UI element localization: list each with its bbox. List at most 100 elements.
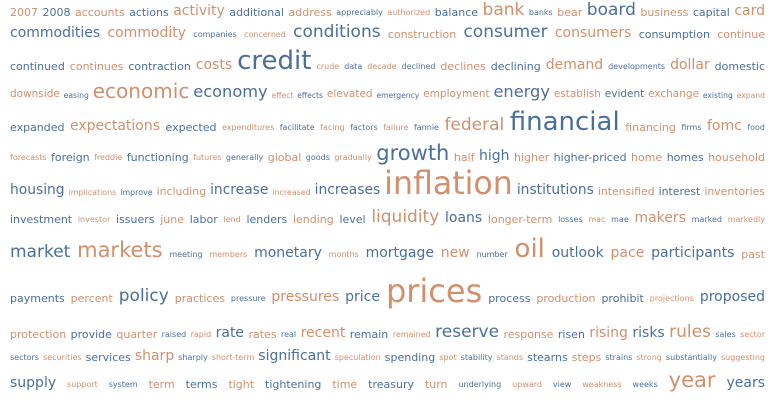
word-prohibit[interactable]: prohibit [601, 291, 644, 305]
word-improve[interactable]: improve [120, 188, 153, 198]
word-monetary[interactable]: monetary [254, 245, 322, 262]
word-stearns[interactable]: stearns [527, 350, 568, 364]
word-appreciably[interactable]: appreciably [336, 8, 383, 18]
word-easing[interactable]: easing [63, 90, 89, 100]
word-response[interactable]: response [503, 327, 554, 341]
word-decade[interactable]: decade [367, 62, 397, 72]
word-increase[interactable]: increase [210, 182, 269, 199]
word-raised[interactable]: raised [161, 330, 187, 340]
word-exchange[interactable]: exchange [648, 88, 700, 101]
word-economic[interactable]: economic [92, 78, 190, 103]
word-practices[interactable]: practices [174, 291, 225, 305]
word-mortgage[interactable]: mortgage [365, 245, 435, 262]
word-sharp[interactable]: sharp [134, 348, 175, 365]
word-steps[interactable]: steps [571, 350, 602, 364]
word-effect[interactable]: effect [271, 90, 294, 100]
word-increases[interactable]: increases [314, 182, 381, 199]
word-payments[interactable]: payments [10, 291, 65, 305]
word-consumers[interactable]: consumers [554, 25, 632, 42]
word-employment[interactable]: employment [423, 88, 490, 101]
word-actions[interactable]: actions [129, 5, 169, 19]
word-half[interactable]: half [453, 150, 475, 164]
word-establish[interactable]: establish [553, 88, 601, 101]
word-balance[interactable]: balance [434, 5, 479, 19]
word-expand[interactable]: expand [736, 90, 765, 100]
word-high[interactable]: high [478, 148, 510, 165]
word-participants[interactable]: participants [651, 245, 735, 262]
word-rates[interactable]: rates [248, 327, 277, 341]
word-mae[interactable]: mae [611, 215, 629, 225]
word-years[interactable]: years [726, 375, 765, 392]
word-including[interactable]: including [156, 184, 207, 198]
word-factors[interactable]: factors [350, 123, 378, 133]
word-year[interactable]: year [668, 368, 716, 393]
word-reserve[interactable]: reserve [435, 321, 500, 342]
word-level[interactable]: level [339, 212, 366, 226]
word-implications[interactable]: implications [68, 188, 117, 198]
word-continues[interactable]: continues [69, 59, 124, 73]
word-contraction[interactable]: contraction [128, 59, 191, 73]
word-support[interactable]: support [67, 380, 98, 390]
word-speculation[interactable]: speculation [334, 353, 381, 363]
word-failure[interactable]: failure [383, 123, 409, 133]
word-effects[interactable]: effects [297, 90, 324, 100]
word-substantially[interactable]: substantially [665, 353, 717, 363]
word-short-term[interactable]: short-term [211, 353, 255, 363]
word-inflation[interactable]: inflation [384, 166, 513, 203]
word-freddie[interactable]: freddie [94, 153, 123, 163]
word-address[interactable]: address [288, 5, 332, 19]
word-quarter[interactable]: quarter [116, 327, 158, 341]
word-evident[interactable]: evident [604, 88, 645, 101]
word-risen[interactable]: risen [557, 327, 585, 341]
word-real[interactable]: real [280, 330, 297, 340]
word-term[interactable]: term [148, 377, 175, 391]
word-investment[interactable]: investment [10, 212, 73, 226]
word-construction[interactable]: construction [387, 27, 457, 41]
word-concerned[interactable]: concerned [243, 30, 286, 40]
word-consumption[interactable]: consumption [638, 27, 710, 41]
word-treasury[interactable]: treasury [368, 377, 414, 391]
word-system[interactable]: system [108, 380, 138, 390]
word-economy[interactable]: economy [193, 82, 268, 102]
word-past[interactable]: past [741, 247, 765, 261]
word-fannie[interactable]: fannie [413, 123, 439, 133]
word-inventories[interactable]: inventories [704, 184, 765, 198]
word-functioning[interactable]: functioning [126, 150, 189, 164]
word-rate[interactable]: rate [215, 325, 245, 342]
word-declines[interactable]: declines [440, 59, 486, 73]
word-consumer[interactable]: consumer [463, 21, 548, 42]
word-additional[interactable]: additional [229, 5, 284, 19]
word-mac[interactable]: mac [588, 215, 606, 225]
word-projections[interactable]: projections [649, 294, 694, 304]
word-pressure[interactable]: pressure [230, 294, 266, 304]
word-months[interactable]: months [328, 250, 359, 260]
word-foreign[interactable]: foreign [50, 150, 90, 164]
word-board[interactable]: board [586, 0, 636, 20]
word-2007[interactable]: 2007 [10, 5, 38, 19]
word-provide[interactable]: provide [70, 327, 112, 341]
word-outlook[interactable]: outlook [551, 245, 604, 262]
word-terms[interactable]: terms [185, 377, 218, 391]
word-strains[interactable]: strains [605, 353, 633, 363]
word-institutions[interactable]: institutions [516, 182, 594, 199]
word-market[interactable]: market [10, 241, 71, 262]
word-accounts[interactable]: accounts [75, 5, 125, 19]
word-liquidity[interactable]: liquidity [371, 206, 440, 227]
word-price[interactable]: price [345, 289, 380, 306]
word-energy[interactable]: energy [493, 82, 550, 102]
word-weeks[interactable]: weeks [632, 380, 658, 390]
word-financing[interactable]: financing [625, 120, 676, 134]
word-losses[interactable]: losses [558, 215, 583, 225]
word-issuers[interactable]: issuers [115, 212, 155, 226]
word-continued[interactable]: continued [10, 59, 65, 73]
word-meeting[interactable]: meeting [169, 250, 203, 260]
word-proposed[interactable]: proposed [699, 289, 765, 306]
word-new[interactable]: new [440, 245, 470, 262]
word-firms[interactable]: firms [681, 123, 702, 133]
word-emergency[interactable]: emergency [376, 90, 420, 100]
word-expected[interactable]: expected [165, 120, 217, 134]
word-makers[interactable]: makers [634, 210, 686, 227]
word-financial[interactable]: financial [509, 106, 620, 137]
word-crude[interactable]: crude [316, 62, 340, 72]
word-futures[interactable]: futures [193, 153, 222, 163]
